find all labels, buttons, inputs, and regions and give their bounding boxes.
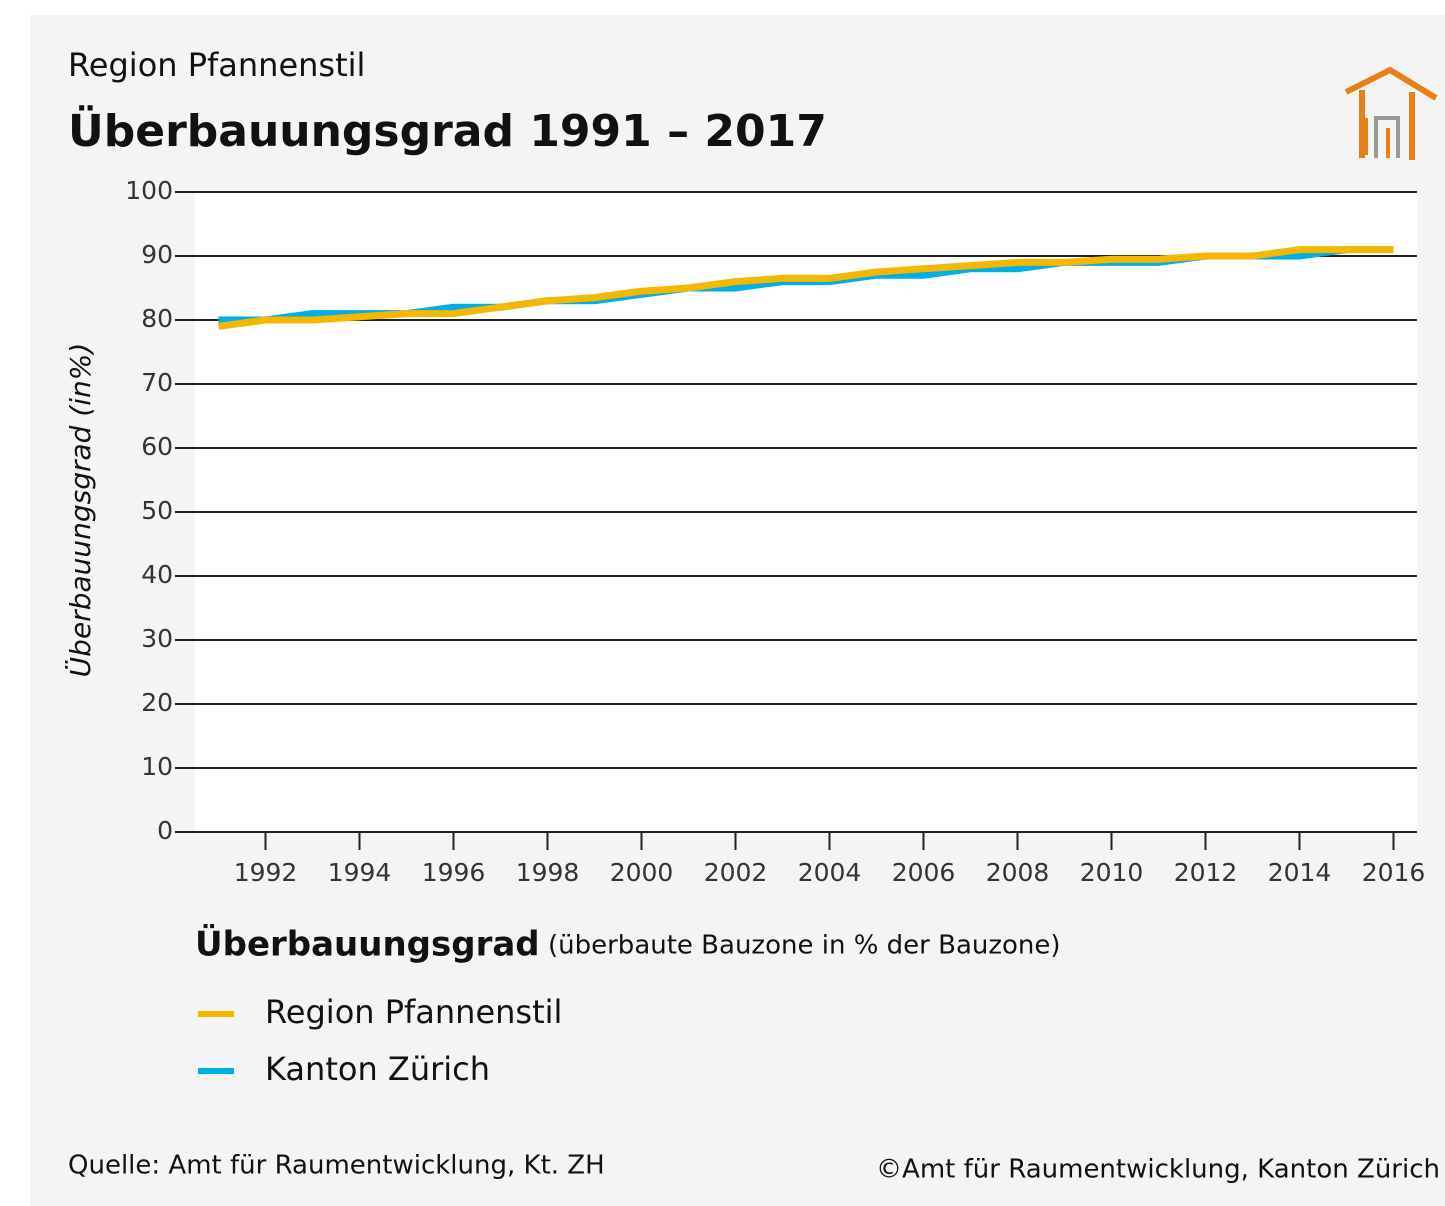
x-tick-label: 1994 <box>328 858 392 887</box>
y-tick-label: 10 <box>141 752 173 781</box>
y-tick-label: 20 <box>141 688 173 717</box>
x-tick-label: 2002 <box>704 858 768 887</box>
x-tick-label: 2014 <box>1268 858 1332 887</box>
x-tick-label: 1996 <box>422 858 486 887</box>
y-tick-label: 60 <box>141 432 173 461</box>
source: Quelle: Amt für Raumentwicklung, Kt. ZH <box>68 1151 605 1181</box>
x-tick-label: 2000 <box>610 858 674 887</box>
line <box>218 246 1394 330</box>
copyright: ©Amt für Raumentwicklung, Kanton Zürich <box>876 1155 1440 1185</box>
y-tick-label: 100 <box>125 176 173 205</box>
y-tick-label: 30 <box>141 624 173 653</box>
y-tick-label: 50 <box>141 496 173 525</box>
x-tick-label: 1992 <box>234 858 298 887</box>
y-tick-label: 40 <box>141 560 173 589</box>
y-tick-label: 90 <box>141 240 173 269</box>
legend-label: Region Pfannenstil <box>265 993 562 1031</box>
legend-label: Kanton Zürich <box>265 1050 490 1088</box>
x-tick-label: 2004 <box>798 858 862 887</box>
legend-title: Überbauungsgrad <box>195 924 540 965</box>
x-tick-label: 2006 <box>892 858 956 887</box>
y-tick-label: 0 <box>157 816 173 845</box>
x-tick-label: 2016 <box>1362 858 1426 887</box>
chart-subtitle: Region Pfannenstil <box>68 46 365 84</box>
y-axis-label: Überbauungsgrad (in%) <box>63 343 97 678</box>
x-tick-label: 1998 <box>516 858 580 887</box>
logo <box>1344 66 1438 160</box>
x-tick-label: 2008 <box>986 858 1050 887</box>
x-tick-label: 2012 <box>1174 858 1238 887</box>
x-tick-label: 2010 <box>1080 858 1144 887</box>
y-tick-label: 80 <box>141 304 173 333</box>
legend-note: (überbaute Bauzone in % der Bauzone) <box>548 931 1061 961</box>
chart-title: Überbauungsgrad 1991 – 2017 <box>68 104 827 157</box>
y-tick-label: 70 <box>141 368 173 397</box>
